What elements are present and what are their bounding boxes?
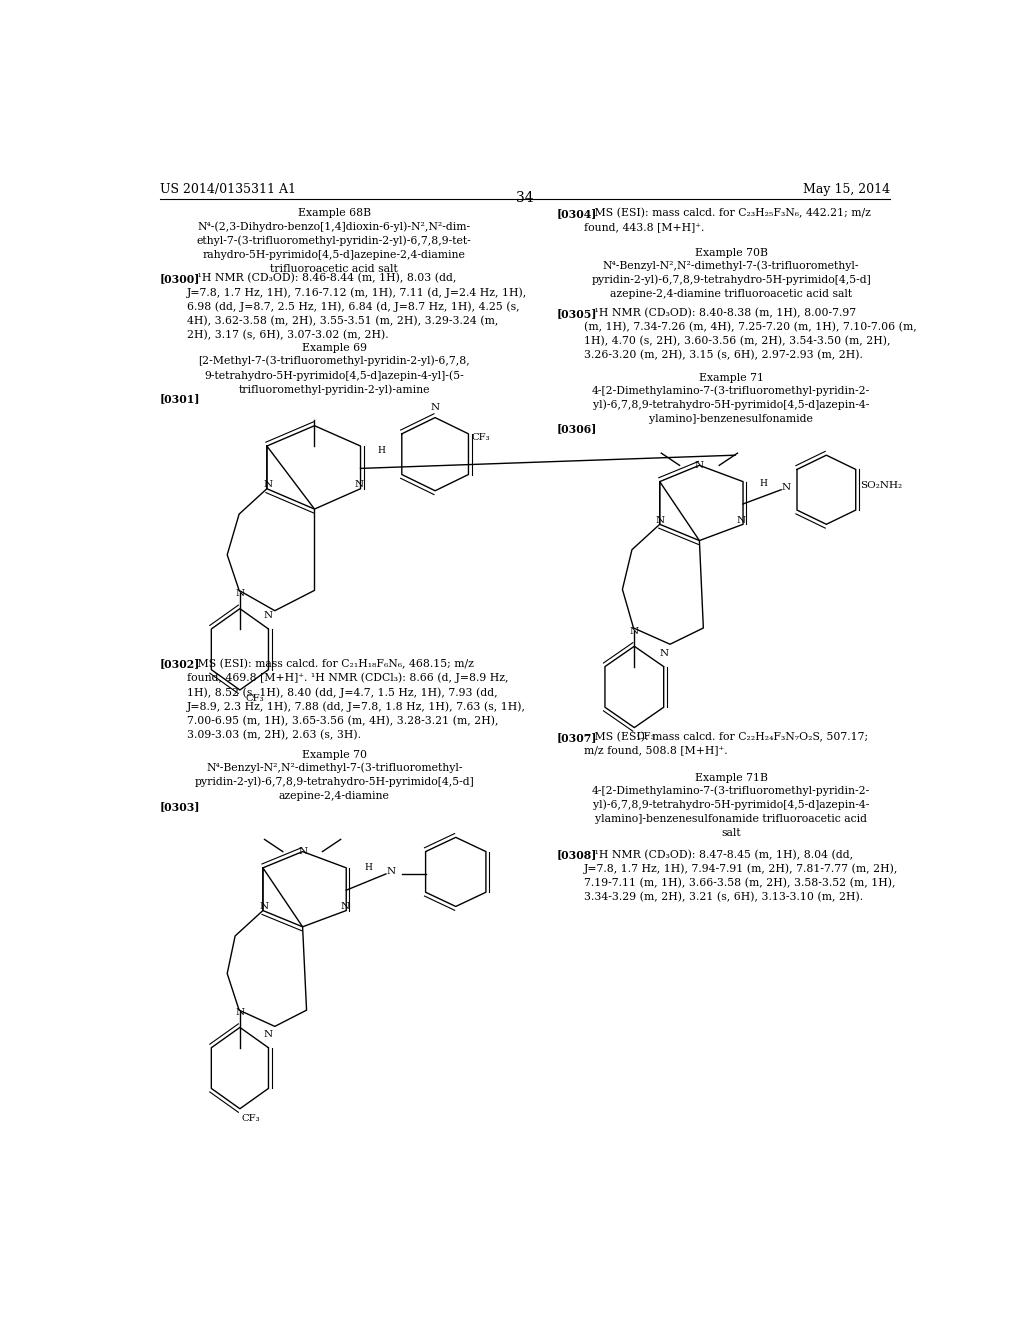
Text: Example 70B: Example 70B [694, 248, 768, 257]
Text: ¹H NMR (CD₃OD): 8.40-8.38 (m, 1H), 8.00-7.97
(m, 1H), 7.34-7.26 (m, 4H), 7.25-7.: ¹H NMR (CD₃OD): 8.40-8.38 (m, 1H), 8.00-… [584, 308, 916, 360]
Text: Example 69: Example 69 [302, 343, 367, 354]
Text: [0300]: [0300] [160, 273, 200, 284]
Text: Example 71: Example 71 [698, 372, 764, 383]
Text: N: N [259, 902, 268, 911]
Text: 34: 34 [516, 191, 534, 205]
Text: May 15, 2014: May 15, 2014 [803, 182, 890, 195]
Text: MS (ESI): mass calcd. for C₂₂H₂₄F₃N₇O₂S, 507.17;
m/z found, 508.8 [M+H]⁺.: MS (ESI): mass calcd. for C₂₂H₂₄F₃N₇O₂S,… [584, 731, 868, 755]
Text: CF₃: CF₃ [242, 1114, 260, 1123]
Text: [0304]: [0304] [557, 209, 597, 219]
Text: N⁴-Benzyl-N²,N²-dimethyl-7-(3-trifluoromethyl-
pyridin-2-yl)-6,7,8,9-tetrahydro-: N⁴-Benzyl-N²,N²-dimethyl-7-(3-trifluorom… [591, 260, 871, 298]
Text: 4-[2-Dimethylamino-7-(3-trifluoromethyl-pyridin-2-
yl)-6,7,8,9-tetrahydro-5H-pyr: 4-[2-Dimethylamino-7-(3-trifluoromethyl-… [592, 385, 870, 424]
Text: [0307]: [0307] [557, 731, 597, 743]
Text: N⁴-(2,3-Dihydro-benzo[1,4]dioxin-6-yl)-N²,N²-dim-
ethyl-7-(3-trifluoromethyl-pyr: N⁴-(2,3-Dihydro-benzo[1,4]dioxin-6-yl)-N… [197, 222, 472, 273]
Text: [0302]: [0302] [160, 659, 200, 669]
Text: [0306]: [0306] [557, 422, 597, 434]
Text: N: N [236, 1007, 245, 1016]
Text: 4-[2-Dimethylamino-7-(3-trifluoromethyl-pyridin-2-
yl)-6,7,8,9-tetrahydro-5H-pyr: 4-[2-Dimethylamino-7-(3-trifluoromethyl-… [592, 785, 870, 838]
Text: MS (ESI): mass calcd. for C₂₃H₂₅F₃N₆, 442.21; m/z
found, 443.8 [M+H]⁺.: MS (ESI): mass calcd. for C₂₃H₂₅F₃N₆, 44… [584, 209, 871, 232]
Text: [0305]: [0305] [557, 308, 597, 319]
Text: Example 70: Example 70 [302, 750, 367, 760]
Text: N: N [737, 516, 746, 525]
Text: N: N [656, 516, 665, 525]
Text: ¹H NMR (CD₃OD): 8.46-8.44 (m, 1H), 8.03 (dd,
J=7.8, 1.7 Hz, 1H), 7.16-7.12 (m, 1: ¹H NMR (CD₃OD): 8.46-8.44 (m, 1H), 8.03 … [187, 273, 527, 341]
Text: N: N [430, 403, 439, 412]
Text: [0301]: [0301] [160, 393, 201, 404]
Text: N: N [264, 480, 273, 490]
Text: N: N [236, 589, 245, 598]
Text: N: N [264, 1030, 273, 1039]
Text: N: N [781, 483, 791, 492]
Text: N: N [695, 461, 703, 470]
Text: ¹H NMR (CD₃OD): 8.47-8.45 (m, 1H), 8.04 (dd,
J=7.8, 1.7 Hz, 1H), 7.94-7.91 (m, 2: ¹H NMR (CD₃OD): 8.47-8.45 (m, 1H), 8.04 … [584, 850, 898, 903]
Text: H: H [377, 446, 385, 455]
Text: N: N [354, 480, 364, 490]
Text: N: N [264, 611, 273, 620]
Text: N: N [659, 649, 669, 657]
Text: CF₃: CF₃ [637, 731, 655, 741]
Text: [0303]: [0303] [160, 801, 201, 812]
Text: N: N [340, 902, 349, 911]
Text: US 2014/0135311 A1: US 2014/0135311 A1 [160, 182, 296, 195]
Text: H: H [365, 863, 373, 873]
Text: MS (ESI): mass calcd. for C₂₁H₁₈F₆N₆, 468.15; m/z
found, 469.8 [M+H]⁺. ¹H NMR (C: MS (ESI): mass calcd. for C₂₁H₁₈F₆N₆, 46… [187, 659, 526, 741]
Text: [0308]: [0308] [557, 850, 597, 861]
Text: N: N [386, 867, 395, 876]
Text: N: N [630, 627, 639, 635]
Text: CF₃: CF₃ [472, 433, 490, 442]
Text: Example 68B: Example 68B [298, 209, 371, 218]
Text: N⁴-Benzyl-N²,N²-dimethyl-7-(3-trifluoromethyl-
pyridin-2-yl)-6,7,8,9-tetrahydro-: N⁴-Benzyl-N²,N²-dimethyl-7-(3-trifluorom… [195, 762, 474, 801]
Text: H: H [760, 479, 768, 487]
Text: N: N [298, 847, 307, 857]
Text: SO₂NH₂: SO₂NH₂ [860, 482, 902, 490]
Text: Example 71B: Example 71B [694, 774, 768, 783]
Text: CF₃: CF₃ [246, 694, 264, 704]
Text: [2-Methyl-7-(3-trifluoromethyl-pyridin-2-yl)-6,7,8,
9-tetrahydro-5H-pyrimido[4,5: [2-Methyl-7-(3-trifluoromethyl-pyridin-2… [199, 355, 470, 395]
